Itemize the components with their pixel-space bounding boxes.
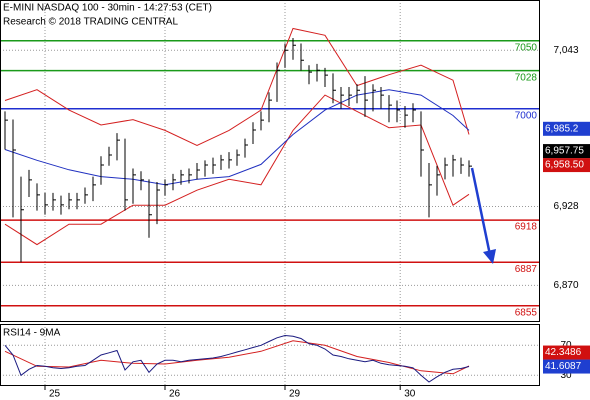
ohlc-bar — [68, 192, 72, 210]
y-tick-label: 70 — [560, 340, 572, 351]
ohlc-bar — [324, 67, 328, 87]
overlay-line — [4, 89, 470, 186]
price-tag-box — [543, 345, 590, 360]
overlay-line — [4, 27, 470, 146]
ohlc-bar — [4, 111, 8, 150]
ohlc-bar — [156, 182, 160, 225]
y-tick-label: 7,043 — [553, 45, 578, 56]
y-tick-label: 30 — [560, 370, 572, 381]
price-tag-label: 41.6087 — [545, 361, 582, 372]
ohlc-bar — [228, 152, 232, 169]
ohlc-bar — [444, 157, 448, 180]
ohlc-bar — [52, 192, 56, 211]
ohlc-bar — [356, 84, 360, 104]
price-frame — [0, 0, 540, 322]
ohlc-bar — [268, 92, 272, 123]
projection-arrow — [470, 167, 492, 256]
x-tick-label: 25 — [49, 389, 61, 400]
level-label: 7050 — [515, 42, 538, 53]
ohlc-bar — [412, 103, 416, 123]
projection-arrowhead — [483, 249, 496, 264]
ohlc-bar — [300, 43, 304, 71]
ohlc-bar — [436, 165, 440, 196]
rsi-line — [4, 334, 470, 383]
ohlc-bar — [284, 43, 288, 68]
ohlc-bar — [132, 168, 136, 204]
ohlc-bar — [468, 160, 472, 177]
level-label: 6918 — [515, 222, 538, 233]
y-tick-label: 6,928 — [553, 201, 578, 212]
ohlc-bar — [204, 160, 208, 177]
chart-subtitle: Research © 2018 TRADING CENTRAL — [3, 17, 178, 28]
x-tick-label: 29 — [289, 389, 301, 400]
ohlc-bar — [348, 86, 352, 106]
price-tag-box — [543, 121, 590, 136]
ohlc-bar — [108, 146, 112, 166]
chart-title: E-MINI NASDAQ 100 - 30min - 14:27:53 (CE… — [3, 3, 212, 14]
price-tag-box — [543, 359, 590, 374]
ohlc-bar — [100, 156, 104, 185]
ohlc-bar — [428, 163, 432, 218]
y-tick-label: 6,870 — [553, 280, 578, 291]
ohlc-bar — [236, 149, 240, 166]
ohlc-bar — [196, 163, 200, 180]
level-label: 6855 — [515, 307, 538, 318]
price-tag-label: 6,957.75 — [545, 146, 584, 157]
ohlc-bar — [388, 95, 392, 123]
ohlc-bar — [172, 173, 176, 191]
ohlc-bar — [76, 192, 80, 210]
ohlc-bar — [84, 187, 88, 204]
ohlc-bar — [92, 176, 96, 202]
ohlc-bar — [420, 111, 424, 177]
rsi-frame — [0, 324, 540, 386]
price-tag-label: 6,958.50 — [545, 160, 584, 171]
ohlc-bar — [364, 76, 368, 117]
ohlc-bar — [404, 105, 408, 128]
ohlc-bar — [164, 179, 168, 196]
level-label: 6887 — [515, 264, 538, 275]
ohlc-bar — [252, 122, 256, 145]
ohlc-bar — [244, 138, 248, 158]
ohlc-bar — [12, 119, 16, 218]
ohlc-bar — [460, 157, 464, 174]
ohlc-bar — [332, 73, 336, 104]
ohlc-bar — [28, 169, 32, 198]
ohlc-bar — [340, 86, 344, 109]
price-tag-box — [543, 144, 590, 159]
ohlc-bar — [148, 179, 152, 238]
ohlc-bar — [36, 183, 40, 211]
ohlc-bar — [372, 84, 376, 112]
ohlc-bar — [116, 133, 120, 161]
ohlc-bar — [292, 38, 296, 60]
ohlc-bar — [276, 62, 280, 102]
ohlc-bar — [380, 86, 384, 109]
level-label: 7028 — [515, 72, 538, 83]
ohlc-bar — [220, 154, 224, 170]
ohlc-bar — [308, 65, 312, 85]
level-label: 7000 — [515, 110, 538, 121]
x-tick-label: 26 — [169, 389, 181, 400]
ohlc-bar — [212, 157, 216, 174]
price-tag-box — [543, 158, 590, 173]
ohlc-bar — [20, 176, 24, 263]
ohlc-bar — [140, 171, 144, 191]
price-tag-label: 42.3486 — [545, 347, 582, 358]
ohlc-bar — [396, 100, 400, 123]
ohlc-bar — [124, 138, 128, 211]
ohlc-bar — [60, 195, 64, 215]
rsi-title: RSI14 - 9MA — [3, 328, 61, 339]
ohlc-bar — [180, 169, 184, 185]
ohlc-bar — [260, 111, 264, 131]
ohlc-bar — [316, 63, 320, 82]
x-tick-label: 30 — [404, 389, 416, 400]
price-tag-label: 6,985.2 — [545, 123, 579, 134]
ohlc-bar — [44, 192, 48, 215]
ohlc-bar — [452, 154, 456, 177]
ohlc-bar — [188, 168, 192, 184]
